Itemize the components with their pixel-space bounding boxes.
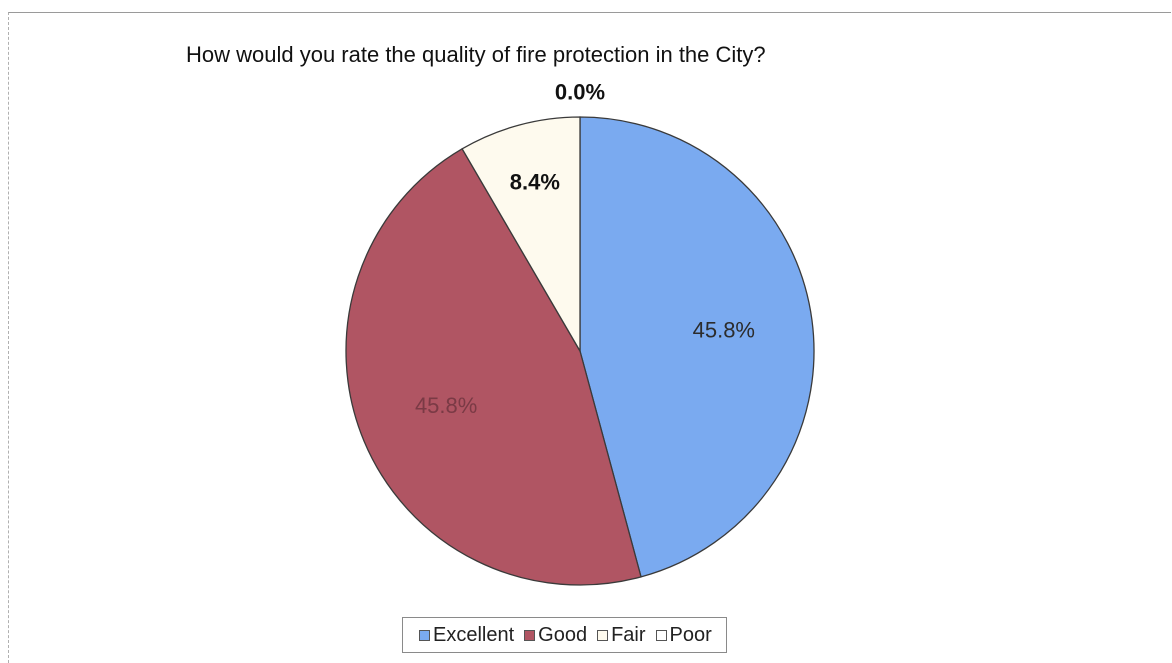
- legend-label-poor: Poor: [669, 623, 712, 646]
- legend-swatch-good: [524, 629, 536, 641]
- legend-swatch-excellent: [419, 629, 430, 641]
- slice-good: [345, 147, 642, 586]
- chart-frame: [8, 12, 1171, 663]
- slice-fair: [461, 116, 581, 354]
- legend-label-good: Good: [538, 623, 588, 646]
- data-label-poor: 0.0%: [555, 79, 605, 104]
- legend-item-fair: Fair: [597, 623, 646, 647]
- slice-excellent: [579, 116, 815, 578]
- chart-title: How would you rate the quality of fire p…: [186, 42, 766, 67]
- chart-legend: Excellent Good Fair Poor: [402, 617, 727, 653]
- data-label-good: 45.8%: [415, 393, 477, 418]
- data-label-fair: 8.4%: [510, 170, 560, 195]
- legend-swatch-fair: [597, 629, 609, 641]
- legend-item-good: Good: [524, 624, 587, 647]
- legend-item-poor: Poor: [655, 623, 712, 647]
- legend-label-excellent: Excellent: [433, 623, 515, 646]
- legend-swatch-poor: [655, 629, 667, 641]
- legend-label-fair: Fair: [611, 623, 646, 646]
- data-label-excellent: 45.8%: [693, 318, 755, 343]
- legend-item-excellent: Excellent: [419, 624, 514, 647]
